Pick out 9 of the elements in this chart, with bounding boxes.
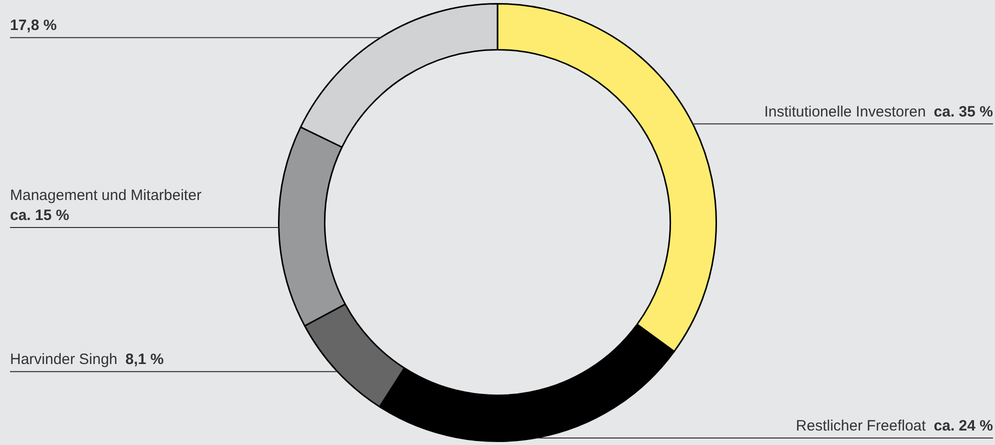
slice-label: Management und Mitarbeiter xyxy=(10,186,202,204)
data-label: 8,1 % xyxy=(125,351,164,368)
slice-label: Institutionelle Investoren xyxy=(764,103,926,120)
data-label: ca. 15 % xyxy=(10,206,70,224)
data-label: ca. 35 % xyxy=(934,103,994,120)
data-label: 17,8 % xyxy=(10,17,57,34)
slice-label: Harvinder Singh xyxy=(10,351,118,368)
slice-label: Restlicher Freefloat xyxy=(796,417,927,434)
data-label: ca. 24 % xyxy=(934,417,994,434)
